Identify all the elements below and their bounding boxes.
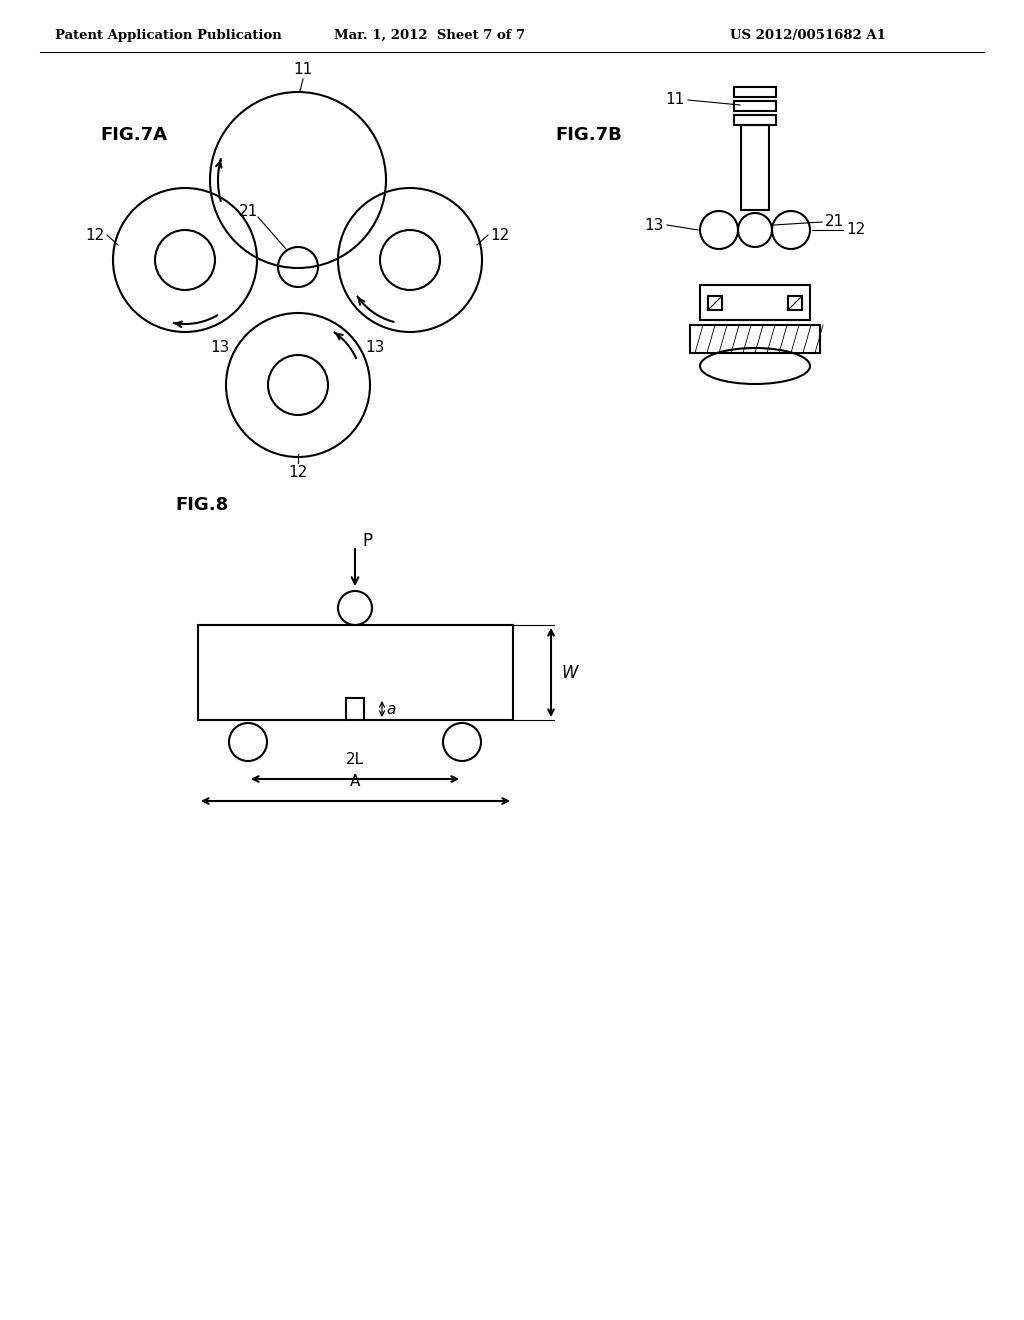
Bar xyxy=(734,87,776,96)
Text: a: a xyxy=(386,701,395,717)
Text: 21: 21 xyxy=(825,214,844,230)
Text: 21: 21 xyxy=(239,205,258,219)
Text: A: A xyxy=(350,774,360,789)
Bar xyxy=(734,115,776,125)
Text: W: W xyxy=(561,664,578,681)
Bar xyxy=(700,285,810,319)
Text: 12: 12 xyxy=(490,227,509,243)
Bar xyxy=(734,102,776,111)
Text: FIG.8: FIG.8 xyxy=(175,496,228,513)
Text: 12: 12 xyxy=(86,227,105,243)
Text: 2L: 2L xyxy=(346,752,365,767)
Text: Mar. 1, 2012  Sheet 7 of 7: Mar. 1, 2012 Sheet 7 of 7 xyxy=(335,29,525,41)
Text: FIG.7A: FIG.7A xyxy=(100,125,167,144)
Text: FIG.7B: FIG.7B xyxy=(555,125,622,144)
Bar xyxy=(198,624,513,719)
Text: 12: 12 xyxy=(846,223,865,238)
Text: 11: 11 xyxy=(293,62,312,77)
Text: 13: 13 xyxy=(366,341,385,355)
Bar xyxy=(690,325,820,352)
Bar xyxy=(788,296,802,310)
Text: 13: 13 xyxy=(210,341,229,355)
Bar xyxy=(741,125,769,210)
Text: US 2012/0051682 A1: US 2012/0051682 A1 xyxy=(730,29,886,41)
Text: 12: 12 xyxy=(289,465,307,480)
Text: P: P xyxy=(362,532,372,550)
Text: 13: 13 xyxy=(645,218,664,232)
Bar xyxy=(708,296,722,310)
Text: 11: 11 xyxy=(666,92,685,107)
Text: Patent Application Publication: Patent Application Publication xyxy=(55,29,282,41)
